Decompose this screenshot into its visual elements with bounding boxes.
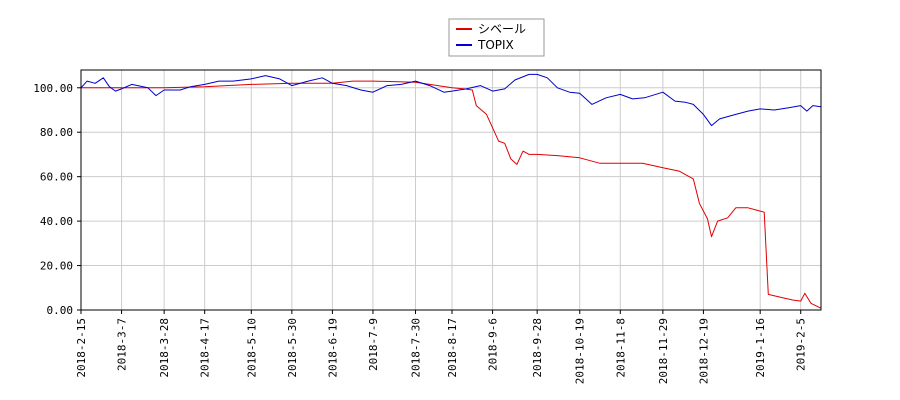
y-axis: 0.00 20.00 40.00 60.00 80.00 100.00	[33, 82, 81, 317]
legend: シベール TOPIX	[448, 18, 545, 57]
x-tick-label: 2018-6-19	[326, 318, 339, 378]
legend-label-1: TOPIX	[477, 38, 514, 52]
x-tick-label: 2018-3-28	[158, 318, 171, 378]
x-tick-label: 2018-2-15	[75, 318, 88, 378]
x-tick-label: 2018-8-17	[446, 318, 459, 378]
y-tick-label: 100.00	[33, 82, 73, 95]
x-tick-label: 2018-12-19	[697, 318, 710, 384]
x-tick-label: 2018-9-28	[531, 318, 544, 378]
x-tick-label: 2018-10-19	[574, 318, 587, 384]
x-tick-label: 2018-11-29	[657, 318, 670, 384]
y-tick-label: 60.00	[40, 171, 73, 184]
grid-lines	[80, 70, 821, 311]
series-lines	[80, 73, 822, 309]
legend-box	[448, 18, 545, 57]
x-tick-label: 2018-7-9	[367, 318, 380, 371]
x-tick-label: 2019-2-5	[795, 318, 808, 371]
y-tick-label: 80.00	[40, 126, 73, 139]
x-tick-label: 2018-9-6	[487, 318, 500, 371]
x-tick-label: 2018-5-10	[245, 318, 258, 378]
plot-frame	[80, 69, 822, 311]
y-tick-label: 20.00	[40, 260, 73, 273]
legend-label-0: シベール	[478, 22, 526, 36]
x-axis: 2018-2-15 2018-3-7 2018-3-28 2018-4-17 2018-…	[75, 310, 808, 384]
x-tick-label: 2018-11-8	[614, 318, 627, 378]
x-tick-label: 2018-3-7	[116, 318, 129, 371]
y-tick-label: 0.00	[47, 304, 74, 317]
x-tick-label: 2018-7-30	[410, 318, 423, 378]
x-tick-label: 2018-4-17	[199, 318, 212, 378]
y-tick-label: 40.00	[40, 215, 73, 228]
series-line-1	[80, 73, 822, 127]
x-tick-label: 2018-5-30	[286, 318, 299, 378]
series-line-0	[81, 80, 822, 309]
x-tick-label: 2019-1-16	[754, 318, 767, 378]
